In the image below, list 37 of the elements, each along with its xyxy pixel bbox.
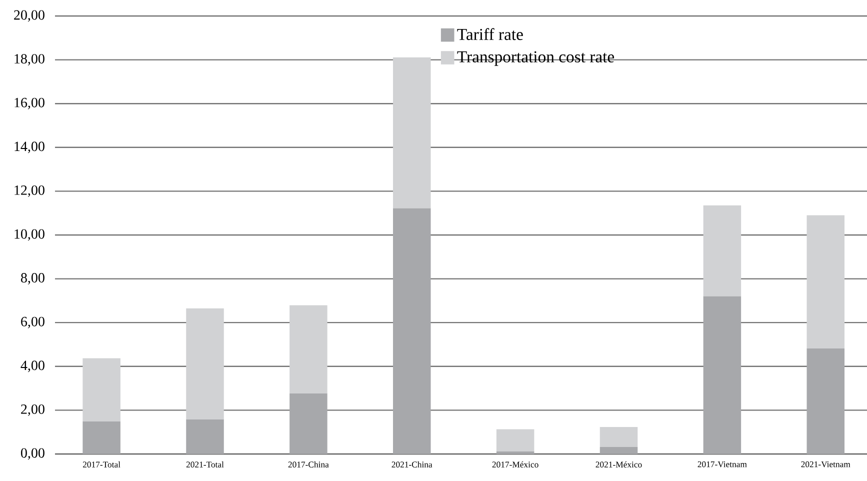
y-tick-label: 20,00 [14,10,44,22]
bar [82,358,120,422]
bar [186,308,224,420]
bar [703,296,742,454]
x-tick-label: 2017-México [492,461,538,468]
bar [392,208,431,454]
y-tick-label: 16,00 [14,98,44,110]
bar [392,57,431,208]
y-tick-label: 0,00 [20,448,44,460]
y-tick-label: 12,00 [14,185,44,197]
bar [82,421,120,454]
x-tick-label: 2017-Total [82,461,120,468]
bar [496,451,534,454]
y-tick-label: 14,00 [14,142,44,154]
bar [600,446,638,454]
y-tick-label: 18,00 [14,54,44,66]
x-tick-label: 2021-Vietnam [801,461,850,468]
bar [806,215,845,348]
x-tick-label: 2021-Total [186,461,224,468]
y-tick-label: 4,00 [20,360,44,372]
x-tick-label: 2017-China [288,461,329,468]
bar [496,429,534,452]
bar [806,348,845,454]
legend-label: Tariff rate [457,28,523,40]
y-tick-label: 10,00 [14,229,44,241]
bar [703,205,742,296]
x-tick-label: 2021-China [392,461,432,468]
bar [600,427,638,447]
y-tick-label: 6,00 [21,316,44,328]
x-tick-label: 2021-México [596,461,642,468]
legend-label: Transportation cost rate [457,51,614,66]
y-tick-label: 8,00 [20,273,44,285]
x-tick-label: 2017-Vietnam [698,461,747,468]
y-tick-label: 2,00 [21,404,44,416]
bar [290,305,328,394]
bar [186,419,224,454]
bar [290,393,328,454]
